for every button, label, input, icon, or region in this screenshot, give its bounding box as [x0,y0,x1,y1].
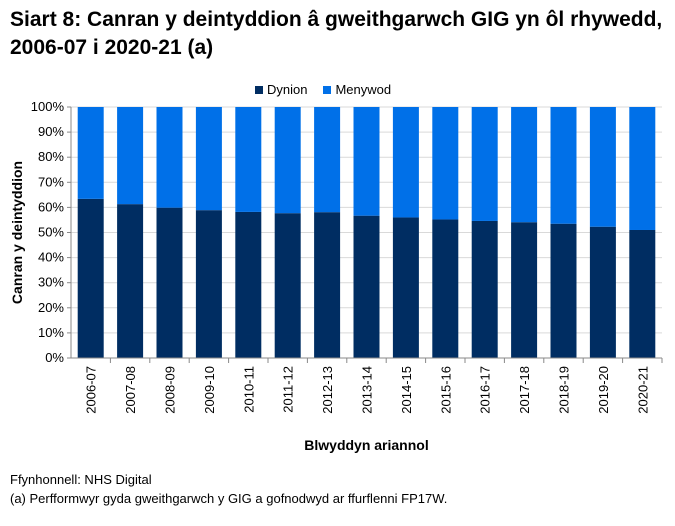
y-tick-label: 0% [45,350,64,365]
bar-menywod [550,107,577,224]
y-tick-label: 50% [38,225,64,240]
bar-menywod [195,107,222,211]
bar-menywod [629,107,656,230]
x-tick-label: 2019-20 [596,366,611,414]
bar-menywod [392,107,419,218]
y-tick-label: 90% [38,124,64,139]
legend: Dynion Menywod [255,82,391,97]
bar-dynion [471,220,498,358]
source-note: Ffynhonnell: NHS Digital [10,472,152,487]
bar-menywod [314,107,341,213]
x-tick-label: 2010-11 [241,366,256,413]
y-tick-label: 20% [38,300,64,315]
y-tick-label: 10% [38,325,64,340]
bar-dynion [77,198,104,358]
x-tick-label: 2015-16 [438,366,453,414]
y-tick-label: 30% [38,275,64,290]
legend-label: Dynion [267,82,308,97]
bar-dynion [353,215,380,358]
bar-menywod [589,107,616,227]
x-tick-label: 2011-12 [281,366,296,413]
bar-menywod [274,107,301,214]
y-tick-label: 100% [31,99,65,114]
x-tick-label: 2006-07 [84,366,99,414]
bar-dynion [195,210,222,358]
legend-label: Menywod [335,82,392,97]
x-tick-label: 2016-17 [478,366,493,414]
bar-dynion [235,211,262,358]
x-tick-label: 2012-13 [320,366,335,414]
bar-dynion [550,223,577,358]
x-tick-label: 2014-15 [399,366,414,414]
bar-dynion [432,219,459,358]
x-tick-label: 2017-18 [517,366,532,414]
y-tick-label: 60% [38,199,64,214]
x-tick-label: 2007-08 [123,366,138,414]
bar-menywod [511,107,538,223]
footnote: (a) Perfformwyr gyda gweithgarwch y GIG … [10,491,448,506]
chart-title: Siart 8: Canran y deintyddion â gweithga… [10,8,663,59]
x-tick-label: 2009-10 [202,366,217,414]
y-axis-title: Canran y deintyddion [9,161,25,304]
legend-item-dynion: Dynion [255,82,307,97]
bar-dynion [589,226,616,358]
legend-item-menywod: Menywod [323,82,391,97]
y-tick-label: 40% [38,250,64,265]
bar-dynion [314,212,341,358]
bar-dynion [629,229,656,358]
bar-dynion [511,222,538,358]
bar-dynion [392,217,419,358]
x-tick-label: 2018-19 [557,366,572,414]
bar-menywod [471,107,498,221]
bar-menywod [117,107,144,205]
bar-menywod [235,107,262,212]
legend-swatch [323,86,332,94]
x-tick-label: 2020-21 [635,366,650,414]
bar-dynion [117,204,144,358]
legend-swatch [255,86,263,94]
x-tick-label: 2008-09 [163,366,178,414]
bar-dynion [274,213,301,358]
bar-menywod [353,107,380,216]
y-tick-label: 70% [38,174,64,189]
x-axis-title: Blwyddyn ariannol [304,437,428,453]
bar-menywod [156,107,183,208]
bar-menywod [77,107,104,199]
y-tick-label: 80% [38,149,64,164]
bar-menywod [432,107,459,220]
bar-dynion [156,207,183,358]
x-tick-label: 2013-14 [360,366,375,414]
